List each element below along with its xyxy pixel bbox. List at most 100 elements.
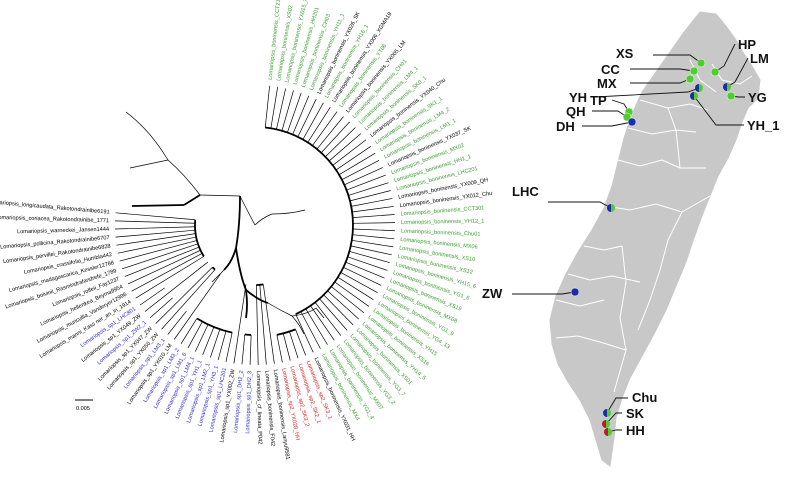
county-boundary bbox=[555, 299, 605, 307]
tip-branch bbox=[264, 85, 270, 128]
tree-internal-branch bbox=[235, 247, 247, 291]
site-leader-line bbox=[653, 54, 702, 64]
tip-branch bbox=[352, 206, 394, 213]
county-boundary bbox=[613, 245, 627, 393]
tip-branch bbox=[180, 318, 198, 345]
tip-branch bbox=[340, 272, 378, 293]
site-marker bbox=[689, 66, 699, 76]
tip-branch bbox=[338, 152, 376, 176]
tip-label: Lomariopsis_cf_lineata_P042 bbox=[255, 371, 263, 445]
site-label: LHC bbox=[512, 184, 539, 199]
tip-branch bbox=[276, 88, 286, 130]
tip-branch bbox=[209, 329, 221, 358]
site-markers bbox=[570, 58, 736, 436]
tip-branch bbox=[334, 281, 370, 307]
tip-label: Lomariopsis_warneckei_Jansen1444 bbox=[17, 227, 109, 236]
tree-internal-branch bbox=[245, 289, 269, 304]
tip-branch bbox=[139, 287, 165, 306]
tree-internal-branch bbox=[211, 269, 225, 283]
site-marker-half bbox=[699, 84, 703, 92]
tip-branch bbox=[281, 90, 294, 131]
tip-branch bbox=[161, 269, 216, 330]
tip-branch bbox=[352, 228, 395, 232]
tip-branch bbox=[327, 290, 359, 320]
tip-branch bbox=[325, 127, 356, 157]
tree-internal-branch bbox=[183, 194, 201, 206]
tree-internal-branch bbox=[235, 195, 241, 249]
site-label: Chu bbox=[632, 390, 657, 405]
tip-label: Lomariopsis_boninensis_YH12_1 bbox=[401, 219, 484, 226]
site-marker bbox=[627, 117, 637, 127]
phylogenetic-tree: Lomariopsis_boninensis_CCT210Lomariopsis… bbox=[0, 0, 493, 460]
site-leader-line bbox=[693, 95, 744, 126]
site-marker bbox=[726, 91, 736, 101]
tip-branch bbox=[127, 249, 201, 285]
tip-branch bbox=[316, 116, 344, 150]
county-boundary bbox=[617, 159, 706, 169]
tip-branch bbox=[249, 334, 252, 365]
site-label: LM bbox=[750, 51, 769, 66]
tree-internal-branches bbox=[125, 111, 325, 335]
tip-branch bbox=[319, 298, 348, 331]
tip-branch bbox=[351, 198, 393, 207]
tree-internal-branch bbox=[245, 289, 248, 319]
site-leader-line bbox=[548, 201, 612, 209]
site-label: MX bbox=[597, 76, 617, 91]
tree-internal-branch bbox=[291, 307, 317, 317]
tip-label: Lomariopsis_boninensis_Chu01 bbox=[401, 228, 481, 237]
tip-branch bbox=[305, 308, 328, 345]
site-leader-line bbox=[605, 412, 622, 425]
tip-branch bbox=[307, 106, 331, 143]
tip-branch bbox=[135, 256, 205, 299]
tip-branch bbox=[314, 302, 342, 336]
tip-branch bbox=[276, 334, 283, 363]
tip-branch bbox=[312, 111, 338, 146]
tip-branch bbox=[348, 182, 389, 196]
site-leader-line bbox=[630, 68, 695, 72]
site-label: CC bbox=[601, 62, 620, 77]
site-marker-half bbox=[608, 428, 612, 436]
tip-branch bbox=[121, 243, 199, 270]
tip-branch bbox=[259, 284, 267, 365]
tip-branch bbox=[328, 133, 362, 162]
tip-branch bbox=[349, 190, 391, 202]
tip-branch bbox=[351, 239, 394, 248]
tree-internal-branch bbox=[125, 111, 169, 161]
tree-internal-branch bbox=[291, 315, 305, 335]
tip-branch bbox=[270, 86, 279, 129]
tip-branch bbox=[295, 329, 307, 356]
site-leader-line bbox=[606, 397, 628, 414]
tree-internal-branch bbox=[254, 213, 273, 226]
clade-arc bbox=[256, 283, 264, 286]
site-marker-half bbox=[694, 92, 698, 100]
tip-branch bbox=[352, 222, 395, 224]
tip-branch bbox=[116, 233, 196, 246]
site-marker-half bbox=[607, 409, 611, 417]
county-boundary bbox=[637, 211, 683, 331]
county-boundaries bbox=[555, 59, 753, 393]
clade-arc bbox=[265, 126, 354, 315]
tip-branch bbox=[262, 284, 275, 364]
scale-bar-label: 0.005 bbox=[76, 406, 90, 412]
tip-branch bbox=[323, 294, 354, 326]
tree-internal-branch bbox=[199, 194, 241, 197]
tip-branch bbox=[167, 310, 187, 335]
tip-branch bbox=[289, 331, 299, 359]
site-label: DH bbox=[556, 119, 575, 134]
county-boundary bbox=[667, 107, 681, 169]
tip-branch bbox=[173, 273, 221, 340]
tip-branch bbox=[115, 220, 196, 224]
tree-internal-branch bbox=[271, 209, 306, 215]
site-marker-half bbox=[602, 420, 606, 428]
clade-arc bbox=[196, 317, 233, 334]
site-label: TP bbox=[590, 93, 607, 108]
tip-branch bbox=[131, 253, 203, 292]
tip-branch bbox=[144, 261, 209, 312]
tip-branch bbox=[115, 229, 196, 238]
tip-branch bbox=[202, 326, 215, 355]
tip-branch bbox=[331, 286, 365, 314]
tip-branch bbox=[287, 92, 302, 133]
site-label: HP bbox=[738, 37, 756, 52]
tip-branch bbox=[115, 212, 196, 221]
